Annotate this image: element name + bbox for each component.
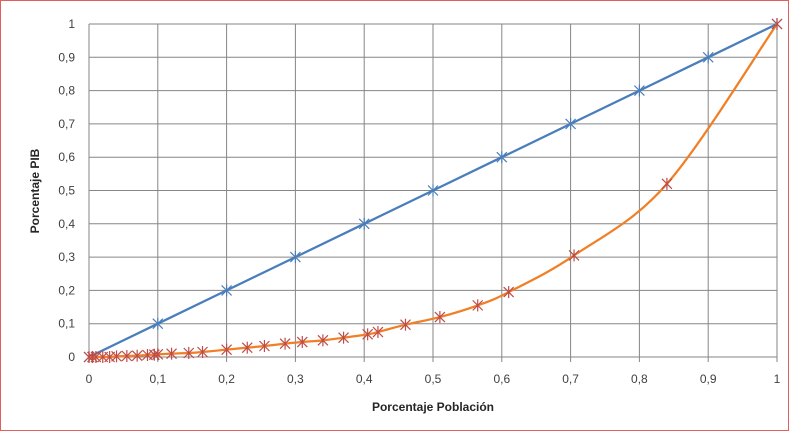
data-point-marker [568,249,580,262]
data-point-marker [771,18,783,30]
x-axis-title: Porcentaje Población [372,400,494,414]
data-point-marker [279,337,291,350]
data-point-marker [362,328,374,341]
data-point-marker [565,117,577,130]
y-tick-label: 0,9 [58,50,75,64]
data-point-marker [358,217,370,230]
y-tick-label: 0,3 [58,250,75,264]
data-point-marker [259,340,270,353]
data-point-marker [661,177,673,190]
y-axis-title: Porcentaje PIB [28,148,42,233]
series-layer [83,18,783,363]
x-tick-label: 0,7 [562,372,579,386]
data-point-marker [317,334,329,347]
data-point-marker [121,350,133,363]
x-tick-label: 0,8 [631,372,648,386]
x-tick-label: 0,5 [425,372,442,386]
y-tick-label: 1 [68,17,75,31]
x-tick-label: 0,6 [493,372,510,386]
data-point-marker [496,151,508,164]
data-point-marker [289,251,301,264]
data-point-marker [221,284,233,297]
data-point-marker [702,51,714,64]
data-point-marker [221,343,233,356]
data-point-marker [434,311,446,324]
data-point-marker [152,348,164,361]
y-tick-label: 0,1 [58,317,75,331]
x-tick-label: 0,3 [287,372,304,386]
x-tick-label: 0 [86,372,93,386]
y-tick-label: 0,5 [58,184,75,198]
data-point-marker [131,349,143,362]
y-tick-label: 0,7 [58,117,75,131]
x-tick-label: 0,1 [149,372,166,386]
data-point-marker [633,84,645,97]
data-point-marker [152,317,164,330]
y-tick-label: 0,2 [58,283,75,297]
data-point-marker [372,326,384,339]
y-tick-label: 0 [68,350,75,364]
data-point-marker [111,350,122,363]
data-point-marker [472,299,484,312]
data-point-marker [183,347,195,360]
y-tick-label: 0,8 [58,84,75,98]
x-tick-label: 0,2 [218,372,235,386]
y-tick-labels: 0 0,1 0,2 0,3 0,4 0,5 0,6 0,7 0,8 0,9 1 [58,17,75,364]
x-tick-label: 1 [774,372,781,386]
series-2 [83,18,783,363]
data-point-marker [400,318,411,331]
data-point-marker [197,346,208,359]
data-point-marker [338,331,349,344]
data-point-marker [296,336,308,349]
data-point-marker [241,341,253,354]
y-tick-label: 0,4 [58,217,75,231]
data-point-marker [166,347,177,360]
data-point-marker [427,184,439,197]
data-point-marker [503,286,515,299]
x-tick-label: 0,9 [700,372,717,386]
series-1 [83,18,783,363]
x-tick-labels: 0 0,1 0,2 0,3 0,4 0,5 0,6 0,7 0,8 0,9 1 [86,372,781,386]
x-tick-label: 0,4 [356,372,373,386]
y-tick-label: 0,6 [58,150,75,164]
